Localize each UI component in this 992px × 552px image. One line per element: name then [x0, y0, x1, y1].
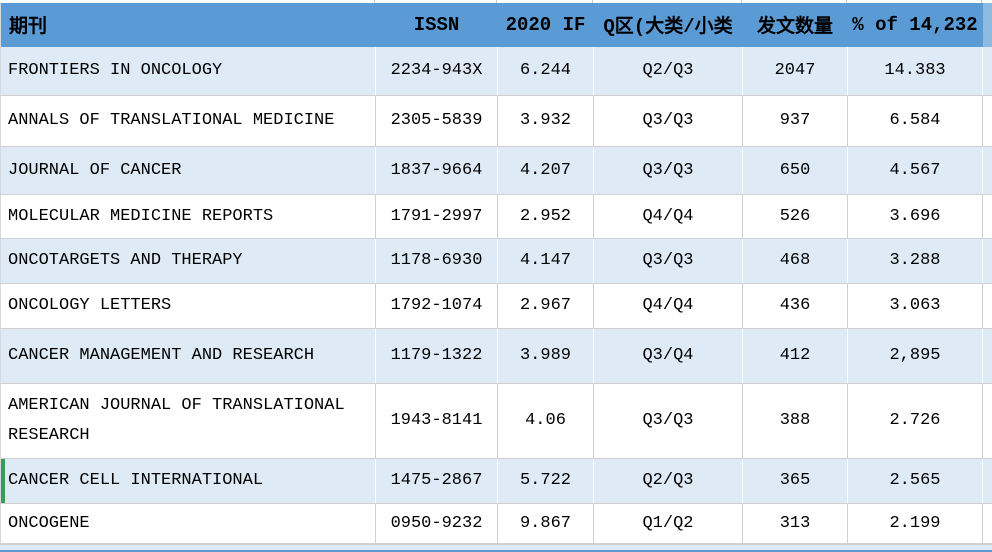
if2020-cell[interactable]: 6.244	[497, 46, 594, 96]
row-edge-cell	[982, 503, 992, 544]
if2020-cell[interactable]: 4.207	[497, 146, 594, 195]
gridline-segment	[593, 0, 742, 3]
if2020-cell[interactable]: 5.722	[497, 458, 594, 504]
row-edge-cell	[982, 328, 992, 384]
journal-cell[interactable]: AMERICAN JOURNAL OF TRANSLATIONAL RESEAR…	[0, 383, 376, 459]
header-row: 期刊 ISSN 2020 IF Q区(大类/小类 发文数量% of 14,232	[0, 2, 992, 47]
column-header-percent[interactable]: % of 14,232	[847, 2, 983, 47]
row-edge-cell	[982, 46, 992, 96]
journal-cell[interactable]: CANCER CELL INTERNATIONAL	[0, 458, 376, 504]
percent-cell[interactable]: 14.383	[847, 46, 983, 96]
percent-cell[interactable]: 2.199	[847, 503, 983, 544]
issn-cell[interactable]: 1943-8141	[375, 383, 498, 459]
column-header-quartile[interactable]: Q区(大类/小类	[593, 2, 743, 47]
count-cell[interactable]: 436	[742, 283, 848, 329]
issn-cell[interactable]: 1791-2997	[375, 194, 498, 239]
percent-cell[interactable]: 3.288	[847, 238, 983, 284]
quartile-cell[interactable]: Q2/Q3	[593, 458, 743, 504]
percent-cell[interactable]: 2.565	[847, 458, 983, 504]
if2020-cell[interactable]: 3.932	[497, 95, 594, 147]
table-row: CANCER MANAGEMENT AND RESEARCH 1179-1322 3…	[0, 328, 992, 384]
quartile-cell[interactable]: Q3/Q3	[593, 95, 743, 147]
table-body: FRONTIERS IN ONCOLOGY 2234-943X 6.244 Q2/Q3…	[0, 46, 992, 544]
quartile-cell[interactable]: Q3/Q3	[593, 238, 743, 284]
journal-cell[interactable]: ANNALS OF TRANSLATIONAL MEDICINE	[0, 95, 376, 147]
quartile-cell[interactable]: Q2/Q3	[593, 46, 743, 96]
table-row: ONCOTARGETS AND THERAPY 1178-6930 4.147 Q3/…	[0, 238, 992, 284]
if2020-cell[interactable]: 3.989	[497, 328, 594, 384]
count-cell[interactable]: 468	[742, 238, 848, 284]
percent-cell[interactable]: 6.584	[847, 95, 983, 147]
percent-cell[interactable]: 3.063	[847, 283, 983, 329]
table-row: ONCOGENE 0950-9232 9.867 Q1/Q2 313 2.199	[0, 503, 992, 544]
quartile-cell[interactable]: Q4/Q4	[593, 283, 743, 329]
if2020-cell[interactable]: 4.147	[497, 238, 594, 284]
issn-cell[interactable]: 2234-943X	[375, 46, 498, 96]
issn-cell[interactable]: 1178-6930	[375, 238, 498, 284]
if2020-cell[interactable]: 2.952	[497, 194, 594, 239]
partial-row-above-header	[0, 0, 992, 3]
table-row: AMERICAN JOURNAL OF TRANSLATIONAL RESEAR…	[0, 383, 992, 459]
column-header-issn[interactable]: ISSN	[375, 2, 498, 47]
partial-next-row	[0, 544, 992, 552]
issn-cell[interactable]: 1837-9664	[375, 146, 498, 195]
table-row: CANCER CELL INTERNATIONAL 1475-2867 5.722 Q…	[0, 458, 992, 504]
column-header-partial	[982, 2, 992, 47]
count-cell[interactable]: 650	[742, 146, 848, 195]
count-cell[interactable]: 526	[742, 194, 848, 239]
row-edge-cell	[982, 383, 992, 459]
gridline-segment	[847, 0, 982, 3]
row-edge-cell	[982, 95, 992, 147]
issn-cell[interactable]: 1179-1322	[375, 328, 498, 384]
count-cell[interactable]: 937	[742, 95, 848, 147]
gridline-segment	[0, 0, 375, 3]
gridline-segment	[497, 0, 593, 3]
table-row: ONCOLOGY LETTERS 1792-1074 2.967 Q4/Q4 436 3.…	[0, 283, 992, 329]
row-edge-cell	[982, 146, 992, 195]
gridline-segment	[742, 0, 847, 3]
row-edge-cell	[982, 238, 992, 284]
journal-cell[interactable]: FRONTIERS IN ONCOLOGY	[0, 46, 376, 96]
percent-cell[interactable]: 2,895	[847, 328, 983, 384]
row-edge-cell	[982, 458, 992, 504]
quartile-cell[interactable]: Q4/Q4	[593, 194, 743, 239]
table-row: ANNALS OF TRANSLATIONAL MEDICINE 2305-583…	[0, 95, 992, 147]
quartile-cell[interactable]: Q3/Q3	[593, 383, 743, 459]
quartile-cell[interactable]: Q1/Q2	[593, 503, 743, 544]
if2020-cell[interactable]: 4.06	[497, 383, 594, 459]
count-cell[interactable]: 2047	[742, 46, 848, 96]
journal-cell[interactable]: ONCOTARGETS AND THERAPY	[0, 238, 376, 284]
percent-cell[interactable]: 4.567	[847, 146, 983, 195]
journal-cell[interactable]: JOURNAL OF CANCER	[0, 146, 376, 195]
table-row: JOURNAL OF CANCER 1837-9664 4.207 Q3/Q3 650 4…	[0, 146, 992, 195]
quartile-cell[interactable]: Q3/Q3	[593, 146, 743, 195]
percent-cell[interactable]: 3.696	[847, 194, 983, 239]
row-edge-cell	[982, 194, 992, 239]
count-cell[interactable]: 412	[742, 328, 848, 384]
column-header-count[interactable]: 发文数量	[742, 2, 848, 47]
table-row: FRONTIERS IN ONCOLOGY 2234-943X 6.244 Q2/Q3…	[0, 46, 992, 96]
count-cell[interactable]: 313	[742, 503, 848, 544]
percent-cell[interactable]: 2.726	[847, 383, 983, 459]
journal-cell[interactable]: ONCOGENE	[0, 503, 376, 544]
column-header-if2020[interactable]: 2020 IF	[497, 2, 594, 47]
journal-cell[interactable]: ONCOLOGY LETTERS	[0, 283, 376, 329]
issn-cell[interactable]: 1792-1074	[375, 283, 498, 329]
if2020-cell[interactable]: 9.867	[497, 503, 594, 544]
table-row: MOLECULAR MEDICINE REPORTS 1791-2997 2.952…	[0, 194, 992, 239]
issn-cell[interactable]: 0950-9232	[375, 503, 498, 544]
row-edge-cell	[982, 283, 992, 329]
quartile-cell[interactable]: Q3/Q4	[593, 328, 743, 384]
issn-cell[interactable]: 1475-2867	[375, 458, 498, 504]
if2020-cell[interactable]: 2.967	[497, 283, 594, 329]
gridline-segment	[375, 0, 497, 3]
journal-cell[interactable]: MOLECULAR MEDICINE REPORTS	[0, 194, 376, 239]
issn-cell[interactable]: 2305-5839	[375, 95, 498, 147]
count-cell[interactable]: 365	[742, 458, 848, 504]
column-header-journal[interactable]: 期刊	[0, 2, 376, 47]
count-cell[interactable]: 388	[742, 383, 848, 459]
journal-cell[interactable]: CANCER MANAGEMENT AND RESEARCH	[0, 328, 376, 384]
